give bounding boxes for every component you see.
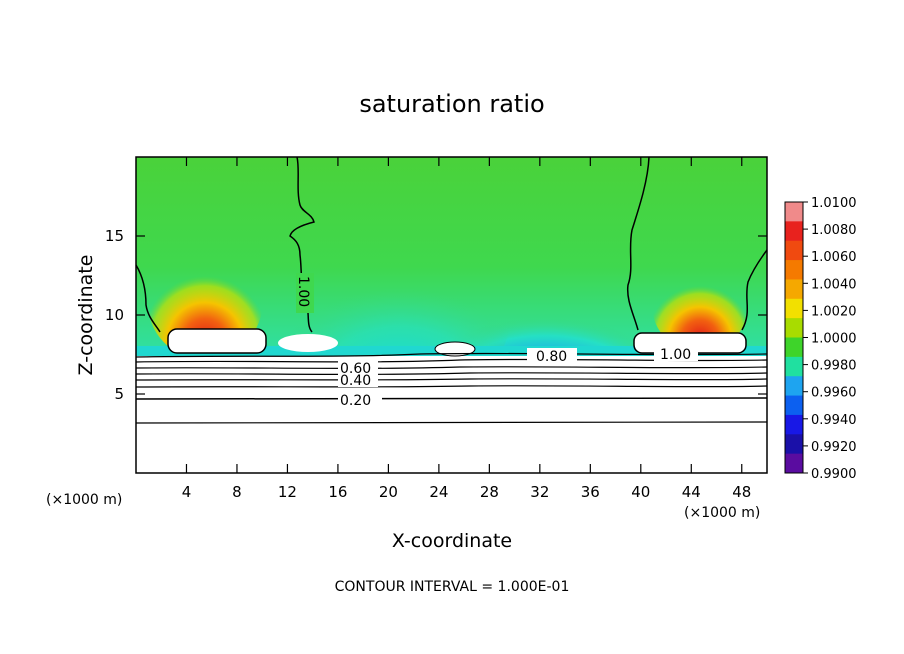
contour-line-right <box>626 156 650 331</box>
colorbar-label: 1.0080 <box>811 223 857 238</box>
contour-line-d <box>135 372 768 375</box>
warm-plume-right <box>652 257 748 353</box>
contour-label-6: 0.20 <box>340 393 371 409</box>
x-tick-label: 40 <box>631 483 650 501</box>
y-tick-label: 5 <box>114 385 124 403</box>
contour-line-right-edge <box>741 249 768 331</box>
x-tick-label: 36 <box>581 483 600 501</box>
contour-line-f <box>135 385 768 388</box>
x-tick-label: 28 <box>480 483 499 501</box>
label-bg-5 <box>338 373 378 387</box>
contour-label-2: 0.80 <box>536 349 567 365</box>
colorbar-label: 0.9980 <box>811 359 857 374</box>
label-bg-3 <box>654 346 698 361</box>
colorbar-swatch <box>785 221 803 242</box>
x-axis-label: X-coordinate <box>392 530 512 552</box>
x-tick-label: 24 <box>429 483 448 501</box>
colorbar-swatch <box>785 356 803 377</box>
x-tick-label: 4 <box>182 483 192 501</box>
colorbar-swatch <box>785 395 803 416</box>
colorbar-label: 1.0100 <box>811 196 857 211</box>
contour-line-left-edge <box>135 264 161 333</box>
y-axis-ticks: 5 10 15 <box>105 227 767 403</box>
contour-interval-note: CONTOUR INTERVAL = 1.000E-01 <box>335 579 570 595</box>
colorbar-swatch <box>785 260 803 280</box>
colorbar-swatch <box>785 414 803 435</box>
colorbar-swatch <box>785 434 803 455</box>
y-axis-label: Z-coordinate <box>75 255 97 376</box>
colorbar-swatch <box>785 376 803 397</box>
colorbar-label: 1.0020 <box>811 304 857 319</box>
cloud-blob-3 <box>434 341 476 357</box>
contour-line-g <box>135 397 768 400</box>
colorbar-label: 0.9900 <box>811 467 857 482</box>
colorbar-swatch <box>785 202 803 222</box>
plot-area: 1.00 0.80 1.00 0.60 0.40 0.20 <box>135 156 768 474</box>
label-bg-6 <box>338 392 382 407</box>
contour-label-1: 1.00 <box>295 276 311 307</box>
x-axis-ticks: 4 8 12 16 20 24 28 32 36 40 44 48 <box>182 157 751 501</box>
colorbar: 1.0100 1.0080 1.0060 1.0040 1.0020 1.0000 0.99… <box>784 196 857 482</box>
x-tick-label: 44 <box>682 483 701 501</box>
colorbar-label: 0.9920 <box>811 440 857 455</box>
contour-line-e <box>135 378 768 381</box>
y-tick-label: 15 <box>105 227 124 245</box>
colorbar-swatch <box>785 337 803 358</box>
y-tick-label: 10 <box>105 306 124 324</box>
x-unit-right: (×1000 m) <box>684 505 760 521</box>
contour-label-5: 0.40 <box>340 373 371 389</box>
colorbar-swatch <box>785 453 803 474</box>
colorbar-swatch <box>785 240 803 261</box>
cloud-blob-2 <box>278 334 338 352</box>
cloud-blob-1 <box>167 328 267 354</box>
label-bg-2 <box>527 348 577 364</box>
x-tick-label: 16 <box>328 483 347 501</box>
x-unit-left: (×1000 m) <box>46 492 122 508</box>
label-bg-4 <box>338 361 378 375</box>
colorbar-label: 0.9940 <box>811 413 857 428</box>
contour-line-h <box>135 421 768 424</box>
x-tick-label: 12 <box>278 483 297 501</box>
colorbar-label: 0.9960 <box>811 386 857 401</box>
contour-line-c <box>135 366 768 369</box>
chart-title: saturation ratio <box>359 90 544 118</box>
colorbar-label: 1.0040 <box>811 277 857 292</box>
x-tick-label: 8 <box>232 483 242 501</box>
x-tick-label: 20 <box>379 483 398 501</box>
colorbar-swatch <box>785 279 803 300</box>
colorbar-label: 1.0000 <box>811 332 857 347</box>
x-tick-label: 32 <box>530 483 549 501</box>
label-bg-1 <box>296 273 314 313</box>
contour-label-3: 1.00 <box>660 347 691 363</box>
colorbar-swatch <box>785 298 803 319</box>
x-tick-label: 48 <box>732 483 751 501</box>
lower-region <box>136 356 767 473</box>
colorbar-swatch <box>785 318 803 338</box>
colorbar-label: 1.0060 <box>811 250 857 265</box>
